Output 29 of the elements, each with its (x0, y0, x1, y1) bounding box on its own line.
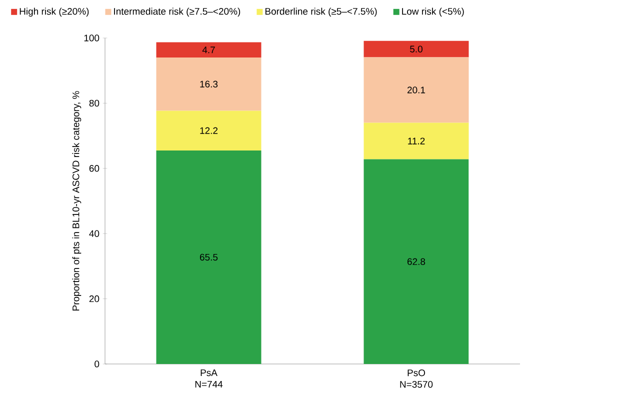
bar (364, 57, 469, 123)
bar (364, 40, 469, 58)
legend-label: Borderline risk (≥5–<7.5%) (265, 8, 377, 17)
y-tick-label: 20 (89, 295, 100, 302)
legend-label: Intermediate risk (≥7.5–<20%) (114, 8, 240, 17)
data-label: 65.5 (200, 254, 218, 261)
x-tick-label: PsO N=3570 (400, 369, 433, 388)
y-tick-label: 80 (89, 100, 100, 107)
data-label: 20.1 (407, 86, 426, 94)
data-label: 4.7 (202, 46, 215, 54)
bar (156, 110, 262, 150)
data-label: 5.0 (410, 46, 422, 52)
bar (156, 42, 262, 58)
x-tick-label: PsA N=744 (195, 369, 223, 388)
legend-label: Low risk (<5%) (402, 8, 464, 17)
bar (364, 159, 469, 364)
data-label: 62.8 (407, 258, 426, 265)
y-tick-label: 40 (89, 230, 100, 237)
data-label: 16.3 (200, 80, 218, 88)
bar (156, 58, 262, 111)
data-label: 12.2 (200, 127, 218, 134)
data-label: 11.2 (408, 138, 425, 144)
y-axis-title: Proportion of pts in BL10-yr ASCVD risk category, % (72, 91, 82, 310)
y-tick-label: 60 (89, 165, 100, 172)
bar (156, 150, 262, 364)
legend-label: High risk (≥20%) (20, 8, 89, 17)
bar (364, 122, 469, 160)
y-tick-label: 0 (94, 360, 100, 368)
y-tick-label: 100 (84, 34, 100, 42)
